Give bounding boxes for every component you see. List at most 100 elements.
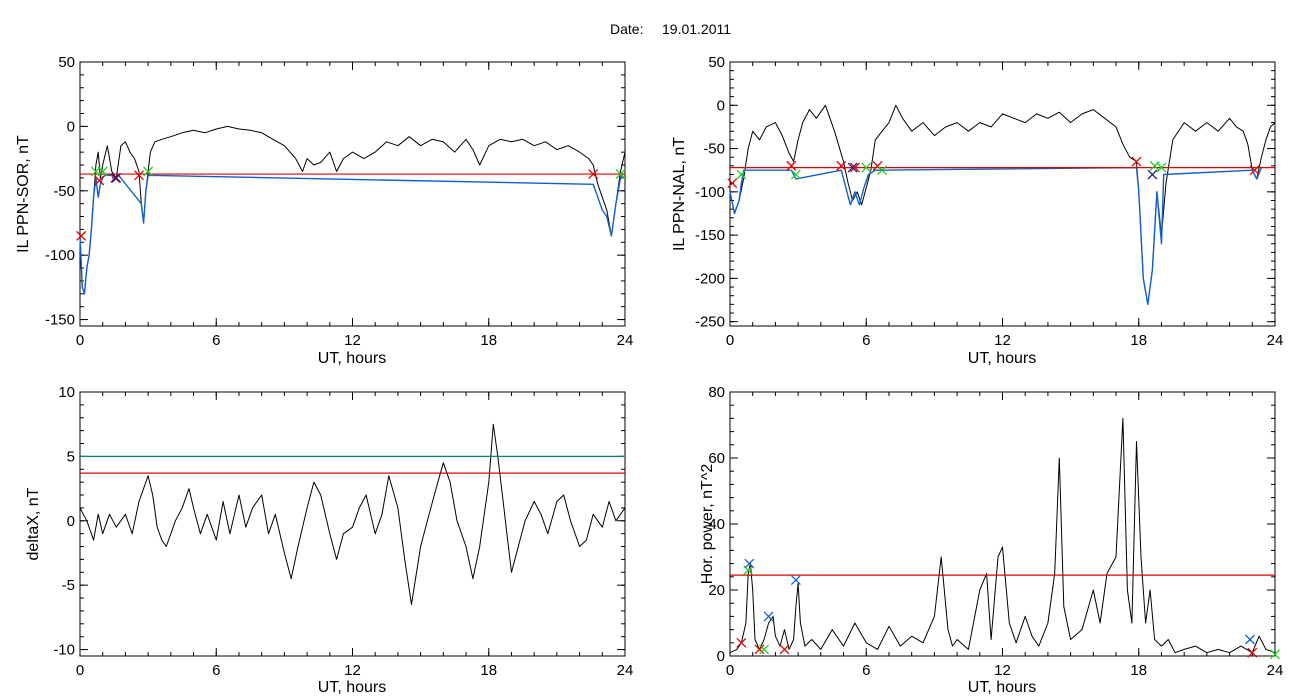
event-marker <box>736 637 747 648</box>
event-marker <box>110 172 121 183</box>
event-marker <box>94 175 105 186</box>
y-tick-label: -50 <box>53 183 75 200</box>
ylabel-deltax: deltaX, nT <box>25 487 42 560</box>
x-tick-label: 18 <box>480 332 497 349</box>
series-highlight-line <box>79 173 624 295</box>
plot-frame <box>729 61 1276 327</box>
y-tick-label: -5 <box>62 577 75 594</box>
event-marker <box>615 169 626 179</box>
event-marker <box>836 160 847 171</box>
event-marker <box>779 644 790 655</box>
plot-frame <box>729 391 1276 657</box>
y-tick-label: 40 <box>708 516 725 533</box>
panel-ppn-nal: IL PPN-NAL, nT UT, hours 0 6 12 18 24 -250 -20… <box>671 54 1283 367</box>
y-tick-label: -150 <box>695 227 725 244</box>
event-marker <box>877 165 888 176</box>
plot-frame <box>79 391 626 657</box>
x-tick-label: 12 <box>344 662 361 679</box>
y-tick-label: 5 <box>67 448 75 465</box>
date-label: Date: <box>610 21 643 37</box>
event-marker <box>1131 156 1142 167</box>
y-tick-label: 10 <box>58 384 75 401</box>
x-tick-label: 18 <box>1130 662 1147 679</box>
x-tick-label: 0 <box>76 332 84 349</box>
y-tick-label: -100 <box>695 184 725 201</box>
y-tick-label: 80 <box>708 384 725 401</box>
y-tick-label: -100 <box>45 247 75 264</box>
event-marker <box>790 575 801 586</box>
x-tick-label: 18 <box>480 662 497 679</box>
y-tick-label: 20 <box>708 582 725 599</box>
event-marker <box>754 644 765 655</box>
x-tick-label: 6 <box>212 662 220 679</box>
y-tick-label: 0 <box>717 97 725 114</box>
event-marker <box>849 162 860 173</box>
event-marker <box>1149 160 1160 171</box>
x-tick-label: 24 <box>617 332 634 349</box>
xlabel-ppn-nal: UT, hours <box>968 350 1036 367</box>
event-marker <box>727 178 738 189</box>
y-tick-label: -50 <box>703 141 725 158</box>
panel-hor-power: Hor. power, nT^2 UT, hours 0 6 12 18 24 0 20 40… <box>699 384 1283 696</box>
x-tick-label: 24 <box>1267 332 1284 349</box>
x-tick-label: 0 <box>726 662 734 679</box>
x-tick-label: 6 <box>212 332 220 349</box>
panel-ppn-sor: IL PPN-SOR, nT UT, hours 0 6 12 18 24 -150 -10… <box>15 54 633 367</box>
x-tick-label: 24 <box>1267 662 1284 679</box>
plot-frame <box>79 61 626 327</box>
event-marker <box>588 169 599 179</box>
event-marker <box>1249 165 1260 176</box>
ylabel-ppn-sor: IL PPN-SOR, nT <box>15 135 32 253</box>
x-tick-label: 6 <box>862 662 870 679</box>
event-marker <box>790 169 801 180</box>
xlabel-deltax: UT, hours <box>318 679 386 696</box>
y-tick-label: -10 <box>53 642 75 659</box>
y-tick-label: 0 <box>67 118 75 135</box>
y-tick-label: 0 <box>67 513 75 530</box>
ylabel-hor-power: Hor. power, nT^2 <box>699 464 716 585</box>
event-marker <box>861 162 872 173</box>
xlabel-ppn-sor: UT, hours <box>318 350 386 367</box>
x-tick-label: 0 <box>76 662 84 679</box>
event-marker <box>1156 162 1167 173</box>
panel-deltax: deltaX, nT UT, hours 0 6 12 18 24 -10 -5 0 5 10 <box>25 384 633 696</box>
x-tick-label: 6 <box>862 332 870 349</box>
series-line <box>79 423 626 605</box>
x-tick-label: 18 <box>1130 332 1147 349</box>
y-tick-label: 60 <box>708 450 725 467</box>
y-tick-label: 50 <box>58 54 75 71</box>
figure-header: Date: 19.01.2011 <box>610 21 731 37</box>
x-tick-label: 12 <box>994 662 1011 679</box>
y-tick-label: -250 <box>695 314 725 331</box>
event-marker <box>786 160 797 171</box>
y-tick-label: 0 <box>717 648 725 665</box>
event-marker <box>759 644 770 655</box>
x-tick-label: 24 <box>617 662 634 679</box>
ylabel-ppn-nal: IL PPN-NAL, nT <box>671 137 688 251</box>
y-tick-label: -150 <box>45 312 75 329</box>
event-marker <box>1245 634 1255 645</box>
event-marker <box>763 611 774 622</box>
event-marker <box>143 166 154 177</box>
event-marker <box>97 166 108 177</box>
series-line <box>79 125 626 295</box>
event-marker <box>736 169 747 180</box>
x-tick-label: 12 <box>994 332 1011 349</box>
date-value: 19.01.2011 <box>662 21 731 37</box>
event-marker <box>1247 647 1258 658</box>
y-tick-label: -200 <box>695 270 725 287</box>
series-line <box>729 417 1276 654</box>
xlabel-hor-power: UT, hours <box>968 679 1036 696</box>
event-marker <box>1270 649 1280 660</box>
event-marker <box>1147 169 1158 180</box>
event-marker <box>76 230 87 241</box>
event-marker <box>111 172 122 183</box>
y-tick-label: 50 <box>708 54 725 71</box>
x-tick-label: 0 <box>726 332 734 349</box>
event-marker <box>744 558 755 569</box>
x-tick-label: 12 <box>344 332 361 349</box>
event-marker <box>847 162 858 173</box>
event-marker <box>134 170 145 181</box>
series-highlight-line <box>729 166 1263 306</box>
